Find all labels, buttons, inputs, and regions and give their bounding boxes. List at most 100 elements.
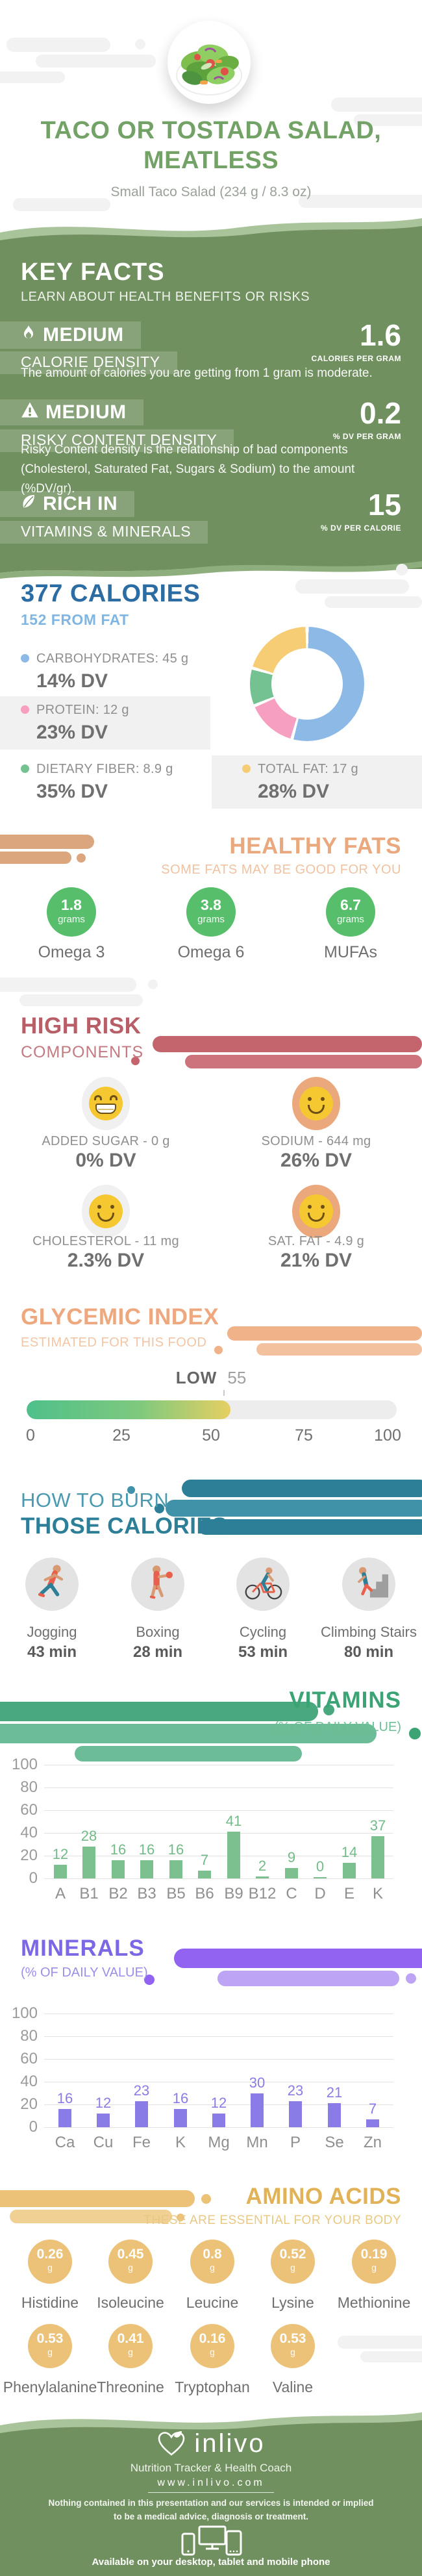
decorative-blob bbox=[325, 596, 422, 608]
mouth bbox=[95, 1104, 116, 1114]
risk-face-bubble bbox=[82, 1077, 130, 1130]
glycemic-scale-label: 75 bbox=[295, 1426, 313, 1445]
key-fact-badge-label: MEDIUM bbox=[45, 401, 127, 423]
decorative-blob bbox=[153, 1036, 422, 1052]
high-risk-title: HIGH RISK bbox=[21, 1013, 142, 1039]
chart-bar bbox=[112, 1860, 125, 1878]
burn-title-line2: THOSE CALORIES bbox=[21, 1513, 228, 1539]
key-facts-subtitle: LEARN ABOUT HEALTH BENEFITS OR RISKS bbox=[21, 290, 310, 304]
legend-item: TOTAL FAT: 17 g 28% DV bbox=[242, 762, 358, 803]
footer-section bbox=[0, 2443, 422, 2576]
risk-item-label: ADDED SUGAR - 0 g bbox=[42, 1134, 170, 1148]
eye bbox=[321, 1205, 325, 1209]
wave-divider-top bbox=[0, 218, 422, 247]
flame-icon bbox=[21, 323, 36, 347]
glycemic-scale-label: 100 bbox=[374, 1426, 401, 1445]
chart-gridline bbox=[44, 1810, 393, 1811]
eye bbox=[110, 1095, 118, 1100]
chart-bar bbox=[366, 2119, 379, 2127]
legend-color-dot bbox=[21, 705, 29, 714]
chart-bar bbox=[58, 2109, 71, 2127]
chart-category-label: B9 bbox=[224, 1885, 243, 1902]
amino-acid-label: Tryptophan bbox=[175, 2379, 250, 2395]
footer-website-link[interactable]: www.inlivo.com bbox=[0, 2477, 422, 2493]
amino-acid-label: Lysine bbox=[271, 2294, 314, 2311]
chart-category-label: B5 bbox=[166, 1885, 186, 1902]
key-facts-section bbox=[0, 246, 422, 569]
amino-acid-unit: g bbox=[371, 2262, 377, 2273]
climbing-stairs-icon bbox=[349, 1563, 388, 1606]
decorative-blob bbox=[174, 1949, 422, 1968]
footer-tagline: Nutrition Tracker & Health Coach bbox=[130, 2462, 292, 2474]
key-facts-title: KEY FACTS bbox=[21, 259, 165, 286]
amino-acid-blob: 0.53 g bbox=[267, 2321, 319, 2368]
smile-face-icon bbox=[299, 1087, 333, 1120]
chart-bar-value: 2 bbox=[258, 1857, 267, 1874]
legend-color-dot bbox=[21, 654, 29, 663]
chart-bar bbox=[135, 2101, 148, 2127]
risk-item-label: SAT. FAT - 4.9 g bbox=[267, 1234, 365, 1248]
eye bbox=[110, 1205, 114, 1209]
decorative-blob bbox=[0, 978, 136, 992]
chart-category-label: Cu bbox=[93, 2134, 114, 2151]
decorative-blob bbox=[127, 1486, 135, 1494]
legend-dv-value: 28% DV bbox=[258, 781, 330, 802]
legend-label: PROTEIN: 12 g bbox=[36, 703, 129, 717]
eye bbox=[94, 1095, 102, 1100]
wave-divider-keyfacts-bottom bbox=[0, 556, 422, 579]
decorative-blob bbox=[323, 1704, 334, 1715]
activity-circle bbox=[342, 1558, 395, 1611]
chart-category-label: Ca bbox=[55, 2134, 75, 2151]
salad-bowl-illustration bbox=[176, 44, 242, 95]
mouth bbox=[308, 1105, 325, 1114]
chart-gridline bbox=[44, 2059, 393, 2060]
amino-acid-unit: g bbox=[128, 2262, 133, 2273]
warning-icon bbox=[21, 401, 39, 423]
healthy-fat-label: MUFAs bbox=[324, 943, 377, 961]
decorative-blob bbox=[6, 38, 110, 52]
cycling-icon bbox=[243, 1563, 283, 1606]
chart-bar bbox=[371, 1836, 384, 1878]
boxing-icon bbox=[138, 1563, 177, 1606]
healthy-fat-value: 3.8 bbox=[201, 896, 221, 913]
activity-circle bbox=[131, 1558, 184, 1611]
grin-face-icon bbox=[89, 1087, 123, 1120]
activity-label: Boxing bbox=[136, 1624, 180, 1640]
decorative-blob bbox=[256, 1343, 422, 1356]
amino-acid-value: 0.19 bbox=[360, 2247, 388, 2262]
amino-acid-value: 0.16 bbox=[199, 2331, 226, 2346]
decorative-blob bbox=[0, 1724, 377, 1743]
healthy-fat-value: 1.8 bbox=[61, 896, 82, 913]
key-fact-description: Risky Content density is the relationshi… bbox=[21, 443, 355, 496]
chart-bar bbox=[256, 1876, 269, 1878]
glycemic-pointer-tick bbox=[223, 1390, 225, 1396]
amino-acid-label: Leucine bbox=[186, 2294, 239, 2311]
burn-title-line1: HOW TO BURN bbox=[21, 1489, 169, 1511]
chart-category-label: C bbox=[286, 1885, 297, 1902]
glycemic-index-title: GLYCEMIC INDEX bbox=[21, 1304, 219, 1330]
decorative-blob bbox=[10, 2210, 172, 2223]
activity-minutes: 43 min bbox=[27, 1643, 77, 1661]
y-axis-tick-label: 0 bbox=[29, 1869, 38, 1887]
amino-acid-value: 0.53 bbox=[279, 2331, 306, 2346]
disclaimer-line2: to be a medical advice, diagnosis or tre… bbox=[113, 2512, 309, 2521]
healthy-fats-title: HEALTHY FATS bbox=[229, 833, 401, 859]
calories-title: 377 CALORIES bbox=[21, 580, 201, 607]
chart-bar bbox=[328, 2103, 341, 2127]
footer-availability: Available on your desktop, tablet and mo… bbox=[92, 2557, 330, 2568]
chart-bar-value: 37 bbox=[369, 1817, 386, 1834]
amino-acid-unit: g bbox=[290, 2262, 295, 2273]
decorative-blob bbox=[19, 994, 143, 1006]
decorative-blob bbox=[135, 39, 145, 49]
risk-item-dv: 2.3% DV bbox=[67, 1250, 145, 1271]
decorative-blob bbox=[217, 1971, 399, 1986]
glycemic-index-reading: LOW 55 bbox=[0, 1368, 422, 1388]
risk-face-bubble bbox=[292, 1185, 340, 1238]
decorative-blob bbox=[144, 1975, 155, 1985]
y-axis-tick-label: 100 bbox=[11, 1756, 38, 1773]
legend-color-dot bbox=[242, 764, 251, 773]
key-fact-badge: MEDIUM bbox=[0, 322, 141, 349]
chart-bar-value: 14 bbox=[341, 1843, 358, 1860]
chart-bar-value: 16 bbox=[110, 1841, 127, 1858]
footer-website-text[interactable]: www.inlivo.com bbox=[148, 2477, 274, 2493]
